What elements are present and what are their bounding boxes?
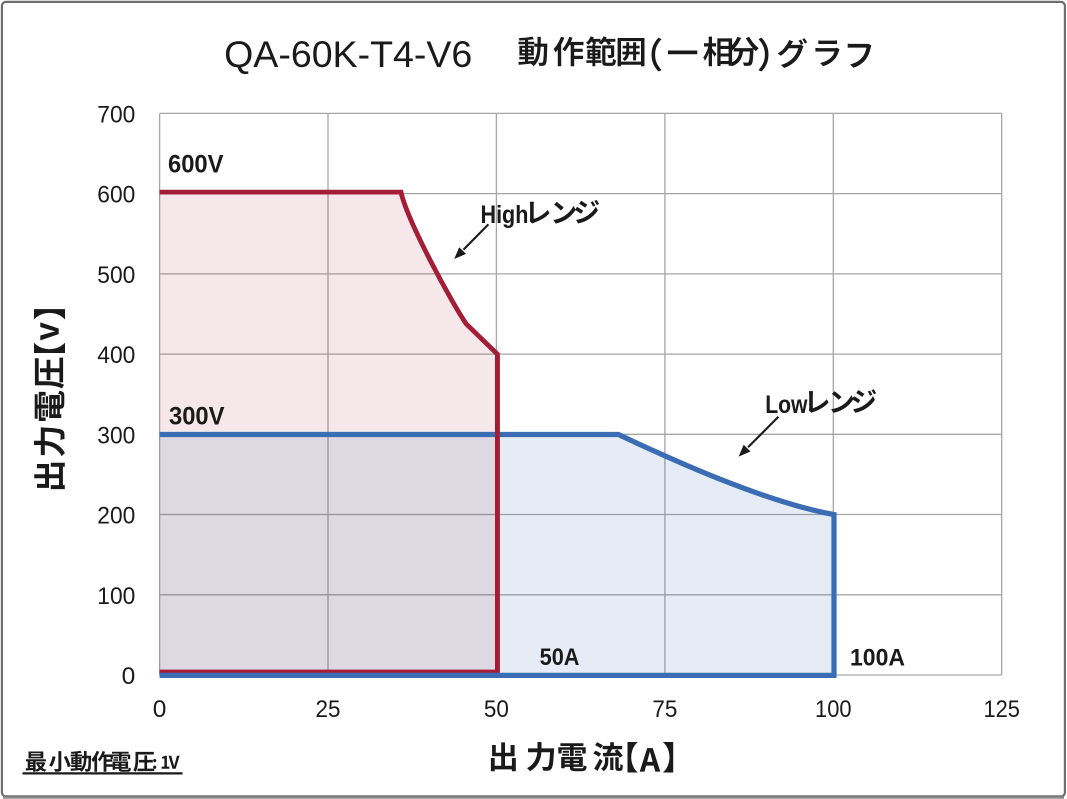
svg-text:500: 500 <box>97 262 135 289</box>
svg-text:75: 75 <box>652 696 677 723</box>
svg-text:600V: 600V <box>168 150 224 178</box>
svg-text:100: 100 <box>97 583 135 610</box>
svg-text:25: 25 <box>316 696 341 723</box>
svg-text:0: 0 <box>153 696 167 723</box>
svg-text:200: 200 <box>97 503 135 530</box>
svg-text:125: 125 <box>983 696 1020 723</box>
svg-text:400: 400 <box>97 342 135 369</box>
svg-text:50: 50 <box>484 696 509 723</box>
svg-text:600: 600 <box>97 182 135 209</box>
svg-text:100A: 100A <box>850 645 905 672</box>
svg-text:50A: 50A <box>540 644 580 671</box>
svg-text:300: 300 <box>97 422 135 449</box>
svg-text:High: High <box>481 201 529 229</box>
svg-text:0: 0 <box>122 663 136 690</box>
svg-text:300V: 300V <box>169 402 225 430</box>
svg-text:QA-60K-T4-V6: QA-60K-T4-V6 <box>224 33 472 75</box>
svg-text:100: 100 <box>815 696 852 723</box>
svg-text:Low: Low <box>765 391 808 419</box>
svg-text:700: 700 <box>97 101 135 128</box>
